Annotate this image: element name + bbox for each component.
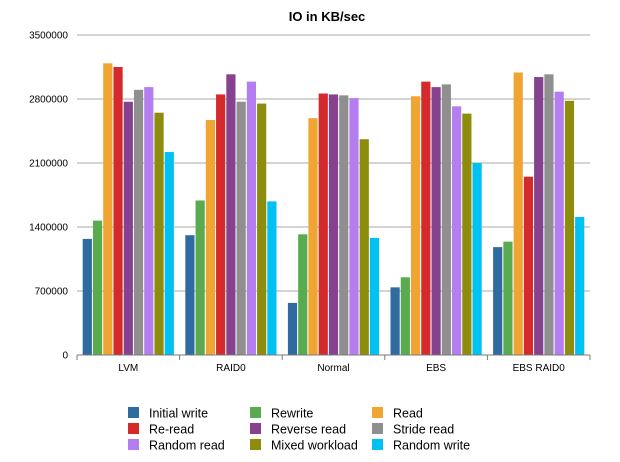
bar xyxy=(523,176,534,355)
legend-item: Reverse read xyxy=(250,423,346,437)
legend-swatch xyxy=(250,423,261,434)
bar xyxy=(339,95,349,355)
chart-title: IO in KB/sec xyxy=(289,9,366,24)
bar xyxy=(493,247,503,355)
bar xyxy=(534,77,544,356)
bar xyxy=(133,89,144,355)
bar xyxy=(236,101,246,355)
legend-item: Read xyxy=(372,407,423,421)
bar xyxy=(462,113,472,355)
legend-swatch xyxy=(128,407,139,418)
legend-swatch xyxy=(250,407,261,418)
bar xyxy=(513,72,523,355)
bar xyxy=(308,118,318,355)
legend-swatch xyxy=(372,439,383,450)
x-tick-label: EBS xyxy=(426,363,446,374)
legend-label: Reverse read xyxy=(271,423,346,437)
bar xyxy=(82,238,92,355)
x-tick-label: Normal xyxy=(317,363,349,374)
x-tick-label: LVM xyxy=(118,363,138,374)
bar xyxy=(154,112,164,355)
y-tick-label: 700000 xyxy=(35,287,69,298)
legend-item: Re-read xyxy=(128,423,194,437)
bar xyxy=(421,81,431,355)
bar xyxy=(298,234,308,355)
bar xyxy=(400,277,410,355)
y-tick-label: 1400000 xyxy=(29,223,68,234)
legend-swatch xyxy=(372,407,383,418)
bar xyxy=(92,220,103,355)
bar xyxy=(349,98,359,355)
bar xyxy=(564,100,575,355)
y-tick-label: 2100000 xyxy=(29,159,68,170)
y-tick-label: 0 xyxy=(62,351,68,362)
bar xyxy=(267,201,277,355)
bar xyxy=(390,287,400,355)
bar xyxy=(216,94,226,355)
legend-label: Re-read xyxy=(149,423,194,437)
y-tick-label: 3500000 xyxy=(29,31,68,42)
bar xyxy=(205,120,215,356)
bar xyxy=(554,91,564,355)
legend-swatch xyxy=(128,423,139,434)
legend-swatch xyxy=(250,439,261,450)
bar xyxy=(164,152,174,355)
bar xyxy=(257,103,267,355)
legend-label: Stride read xyxy=(393,423,454,437)
axes: 0 700000 1400000 2100000 2800000 3500000 LVM RA… xyxy=(29,31,591,374)
bar xyxy=(503,241,513,355)
bar xyxy=(575,216,585,355)
bar xyxy=(369,237,380,355)
x-tick-label: EBS RAID0 xyxy=(513,363,566,374)
legend-item: Initial write xyxy=(128,407,208,421)
bar xyxy=(123,101,133,355)
bar xyxy=(411,96,421,355)
bar xyxy=(246,81,256,355)
bars xyxy=(82,63,585,356)
bar xyxy=(452,106,462,355)
bar xyxy=(226,74,236,356)
bar xyxy=(328,94,339,355)
legend-label: Read xyxy=(393,407,423,421)
legend-label: Initial write xyxy=(149,407,208,421)
legend-item: Rewrite xyxy=(250,407,313,421)
y-tick-label: 2800000 xyxy=(29,95,68,106)
bar xyxy=(103,63,113,355)
legend-label: Random write xyxy=(393,439,470,453)
legend-swatch xyxy=(128,439,139,450)
legend: Initial write Rewrite Read Re-read Reverse r… xyxy=(128,407,470,453)
legend-label: Mixed workload xyxy=(271,439,358,453)
legend-item: Stride read xyxy=(372,423,454,437)
legend-label: Rewrite xyxy=(271,407,313,421)
bar xyxy=(185,235,195,355)
bar xyxy=(144,87,154,355)
legend-item: Random read xyxy=(128,439,225,453)
bar xyxy=(195,200,205,355)
bar xyxy=(431,87,441,355)
bar xyxy=(287,302,298,355)
legend-item: Random write xyxy=(372,439,470,453)
legend-label: Random read xyxy=(149,439,225,453)
bar xyxy=(472,163,482,355)
bar xyxy=(318,93,328,355)
bar xyxy=(113,67,123,355)
bar xyxy=(359,139,369,355)
bar xyxy=(441,84,451,355)
x-tick-label: RAID0 xyxy=(216,363,246,374)
bar xyxy=(544,74,554,356)
legend-swatch xyxy=(372,423,383,434)
legend-item: Mixed workload xyxy=(250,439,358,453)
